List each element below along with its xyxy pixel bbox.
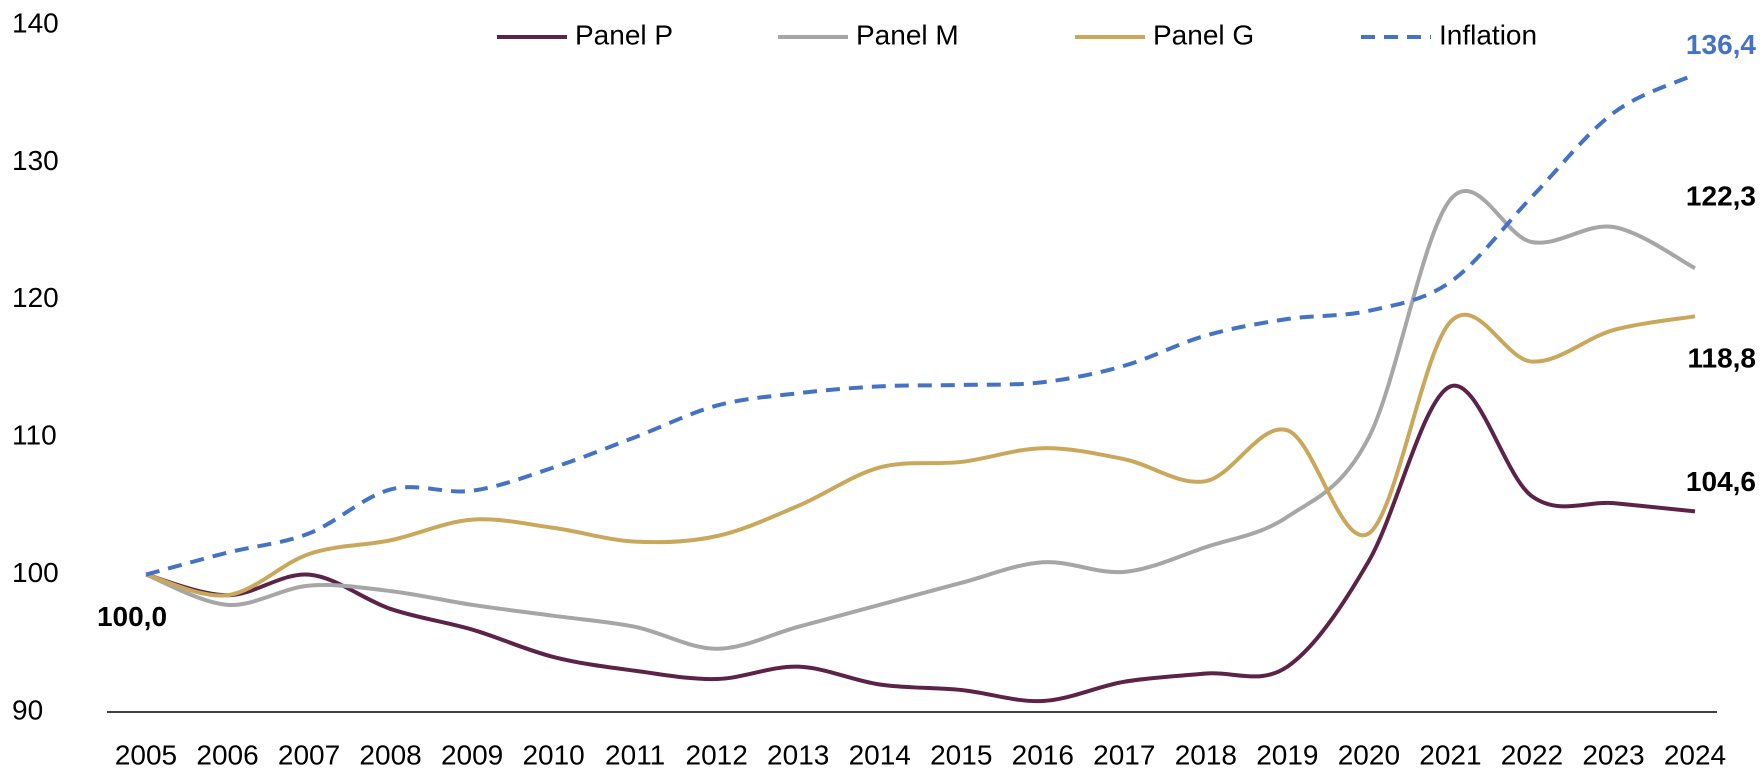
- series-line: [145, 383, 1696, 704]
- data-label: 136,4: [1686, 29, 1756, 60]
- x-tick-label: 2007: [278, 739, 340, 770]
- x-tick-label: 2024: [1664, 739, 1726, 770]
- series-line: [145, 312, 1696, 598]
- y-tick-label: 110: [12, 420, 57, 451]
- x-tick-label: 2006: [196, 739, 258, 770]
- x-tick-label: 2013: [767, 739, 829, 770]
- x-tick-label: 2023: [1582, 739, 1644, 770]
- y-tick-label: 140: [12, 7, 59, 38]
- series-line: [145, 72, 1696, 577]
- series-line: [145, 189, 1696, 651]
- y-tick-label: 90: [12, 694, 43, 725]
- data-label: 104,6: [1686, 466, 1756, 497]
- data-label: 118,8: [1687, 343, 1756, 374]
- legend-label: Inflation: [1439, 19, 1537, 50]
- y-tick-label: 130: [12, 145, 59, 176]
- x-tick-label: 2012: [686, 739, 748, 770]
- x-tick-label: 2017: [1093, 739, 1155, 770]
- x-tick-label: 2020: [1338, 739, 1400, 770]
- x-tick-label: 2016: [1012, 739, 1074, 770]
- x-tick-label: 2010: [522, 739, 584, 770]
- y-tick-label: 100: [12, 557, 59, 588]
- y-tick-label: 120: [12, 282, 59, 313]
- legend-label: Panel P: [575, 19, 673, 50]
- x-tick-label: 2008: [359, 739, 421, 770]
- x-tick-label: 2011: [605, 739, 665, 770]
- x-tick-label: 2022: [1501, 739, 1563, 770]
- x-tick-label: 2005: [115, 739, 177, 770]
- x-tick-label: 2009: [441, 739, 503, 770]
- x-tick-label: 2019: [1256, 739, 1318, 770]
- data-label: 122,3: [1686, 181, 1756, 212]
- x-tick-label: 2018: [1175, 739, 1237, 770]
- data-label: 100,0: [97, 601, 167, 632]
- legend-label: Panel M: [856, 19, 959, 50]
- legend-label: Panel G: [1153, 19, 1254, 50]
- x-tick-label: 2015: [930, 739, 992, 770]
- x-tick-label: 2021: [1419, 739, 1481, 770]
- x-tick-label: 2014: [849, 739, 911, 770]
